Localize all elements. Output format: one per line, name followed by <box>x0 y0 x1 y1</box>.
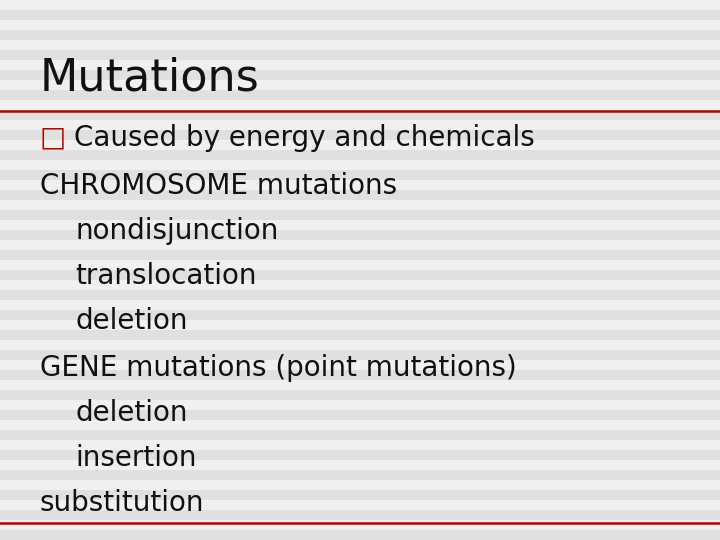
Bar <box>0 360 720 370</box>
Bar <box>0 100 720 110</box>
Bar <box>0 370 720 380</box>
Bar <box>0 430 720 440</box>
Bar <box>0 20 720 30</box>
Text: insertion: insertion <box>76 444 197 472</box>
Bar <box>0 290 720 300</box>
Text: GENE mutations (point mutations): GENE mutations (point mutations) <box>40 354 516 382</box>
Bar <box>0 530 720 540</box>
Bar <box>0 0 720 10</box>
Bar <box>0 350 720 360</box>
Bar <box>0 450 720 460</box>
Bar <box>0 260 720 270</box>
Bar <box>0 130 720 140</box>
Bar <box>0 310 720 320</box>
Text: CHROMOSOME mutations: CHROMOSOME mutations <box>40 172 397 200</box>
Bar <box>0 390 720 400</box>
Bar <box>0 480 720 490</box>
Bar <box>0 280 720 290</box>
Bar <box>0 180 720 190</box>
Bar <box>0 120 720 130</box>
Bar <box>0 420 720 430</box>
Bar <box>0 170 720 180</box>
Bar <box>0 210 720 220</box>
Text: nondisjunction: nondisjunction <box>76 217 279 245</box>
Bar <box>0 300 720 310</box>
Text: substitution: substitution <box>40 489 204 517</box>
Bar <box>0 520 720 530</box>
Bar <box>0 60 720 70</box>
Bar <box>0 510 720 520</box>
Bar <box>0 50 720 60</box>
Bar <box>0 240 720 250</box>
Text: □: □ <box>40 124 66 152</box>
Bar <box>0 10 720 20</box>
Bar <box>0 500 720 510</box>
Bar <box>0 340 720 350</box>
Bar <box>0 250 720 260</box>
Bar <box>0 110 720 120</box>
Text: Caused by energy and chemicals: Caused by energy and chemicals <box>74 124 535 152</box>
Bar <box>0 200 720 210</box>
Text: deletion: deletion <box>76 399 188 427</box>
Bar <box>0 490 720 500</box>
Text: deletion: deletion <box>76 307 188 335</box>
Bar <box>0 230 720 240</box>
Bar <box>0 270 720 280</box>
Bar <box>0 90 720 100</box>
Bar <box>0 160 720 170</box>
Bar <box>0 80 720 90</box>
Bar <box>0 330 720 340</box>
Bar <box>0 140 720 150</box>
Bar <box>0 190 720 200</box>
Bar <box>0 40 720 50</box>
Bar <box>0 380 720 390</box>
Bar <box>0 440 720 450</box>
Bar <box>0 470 720 480</box>
Text: Mutations: Mutations <box>40 57 259 100</box>
Bar <box>0 410 720 420</box>
Text: translocation: translocation <box>76 262 257 290</box>
Bar <box>0 150 720 160</box>
Bar <box>0 400 720 410</box>
Bar <box>0 460 720 470</box>
Bar <box>0 220 720 230</box>
Bar <box>0 30 720 40</box>
Bar <box>0 320 720 330</box>
Bar <box>0 70 720 80</box>
